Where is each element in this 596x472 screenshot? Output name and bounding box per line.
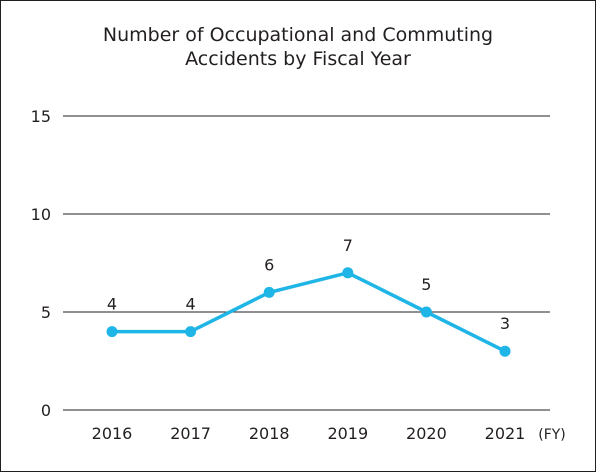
data-point-2017 — [185, 326, 197, 338]
data-label-2020: 5 — [421, 275, 431, 294]
data-label-2017: 4 — [186, 295, 196, 314]
y-tick-label: 0 — [41, 401, 51, 420]
data-label-2019: 7 — [343, 236, 353, 255]
x-axis-unit-label: (FY) — [538, 427, 566, 443]
data-label-2016: 4 — [107, 295, 117, 314]
x-tick-label: 2020 — [406, 424, 447, 443]
data-label-2018: 6 — [264, 255, 274, 274]
y-tick-label: 5 — [41, 303, 51, 322]
x-tick-label: 2021 — [485, 424, 526, 443]
data-point-2016 — [106, 326, 118, 338]
series-line — [110, 271, 507, 353]
y-tick-label: 15 — [31, 107, 51, 126]
y-tick-label: 10 — [31, 205, 51, 224]
x-tick-label: 2017 — [170, 424, 211, 443]
data-point-2019 — [342, 267, 354, 279]
data-point-2020 — [420, 306, 432, 318]
x-tick-label: 2016 — [92, 424, 133, 443]
data-label-2021: 3 — [500, 314, 510, 333]
chart-title: Number of Occupational and Commuting Acc… — [102, 24, 494, 70]
x-tick-label: 2019 — [327, 424, 368, 443]
data-point-2021 — [499, 345, 511, 357]
x-tick-label: 2018 — [249, 424, 290, 443]
data-point-2018 — [263, 286, 275, 298]
